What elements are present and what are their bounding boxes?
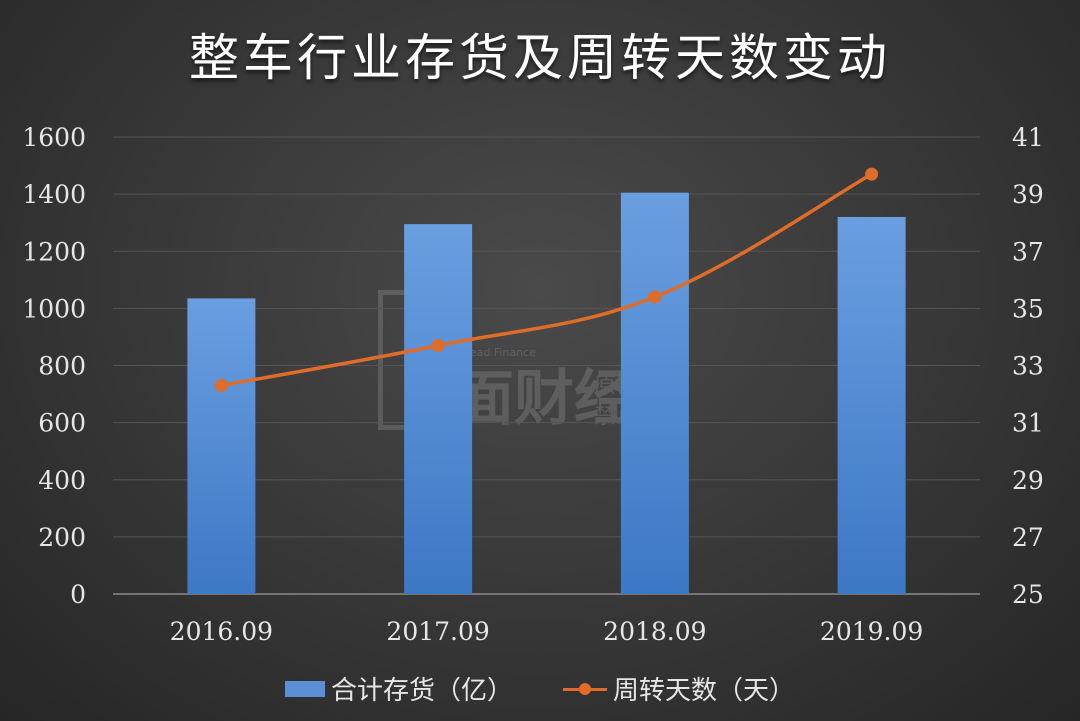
- y-right-tick-label: 29: [1012, 466, 1044, 495]
- bar: [404, 224, 473, 594]
- x-tick-label: 2019.09: [820, 617, 923, 646]
- y-left-tick-label: 1000: [22, 294, 86, 323]
- y-right-tick-label: 25: [1012, 580, 1044, 609]
- y-right-tick-label: 37: [1012, 237, 1044, 266]
- bar: [187, 298, 256, 594]
- bar: [837, 216, 906, 594]
- legend-item-turnover: 周转天数（天）: [563, 670, 795, 707]
- line-point: [431, 339, 445, 353]
- y-left-tick-label: 1400: [22, 180, 86, 209]
- y-left-tick-label: 200: [38, 523, 86, 552]
- x-tick-label: 2016.09: [170, 617, 273, 646]
- y-left-tick-label: 0: [70, 580, 86, 609]
- legend-label-inventory: 合计存货（亿）: [330, 676, 513, 706]
- line-point: [865, 167, 879, 181]
- y-left-tick-label: 400: [38, 466, 86, 495]
- legend-bar-swatch-icon: [284, 680, 325, 697]
- y-left-tick-label: 600: [38, 409, 86, 438]
- y-right-tick-label: 35: [1012, 294, 1044, 323]
- legend-item-inventory: 合计存货（亿）: [284, 670, 513, 707]
- x-tick-label: 2017.09: [386, 617, 489, 646]
- line-point: [648, 290, 662, 304]
- legend-label-turnover: 周转天数（天）: [613, 676, 796, 706]
- series-line: [221, 172, 873, 388]
- y-left-tick-label: 800: [38, 352, 86, 381]
- x-tick-label: 2018.09: [603, 617, 706, 646]
- line-point: [214, 378, 228, 392]
- y-left-tick-label: 1600: [22, 123, 86, 152]
- y-right-tick-label: 33: [1012, 352, 1044, 381]
- bar: [620, 192, 689, 594]
- watermark-english: Bread Finance: [458, 346, 536, 359]
- legend-line-swatch-icon: [563, 681, 607, 697]
- y-left-tick-label: 1200: [22, 237, 86, 266]
- y-right-tick-label: 39: [1012, 180, 1044, 209]
- y-right-tick-label: 31: [1012, 409, 1044, 438]
- y-right-tick-label: 41: [1012, 123, 1044, 152]
- chart-title: 整车行业存货及周转天数变动: [189, 29, 891, 87]
- legend: 合计存货（亿） 周转天数（天）: [0, 670, 1080, 707]
- y-right-tick-label: 27: [1012, 523, 1044, 552]
